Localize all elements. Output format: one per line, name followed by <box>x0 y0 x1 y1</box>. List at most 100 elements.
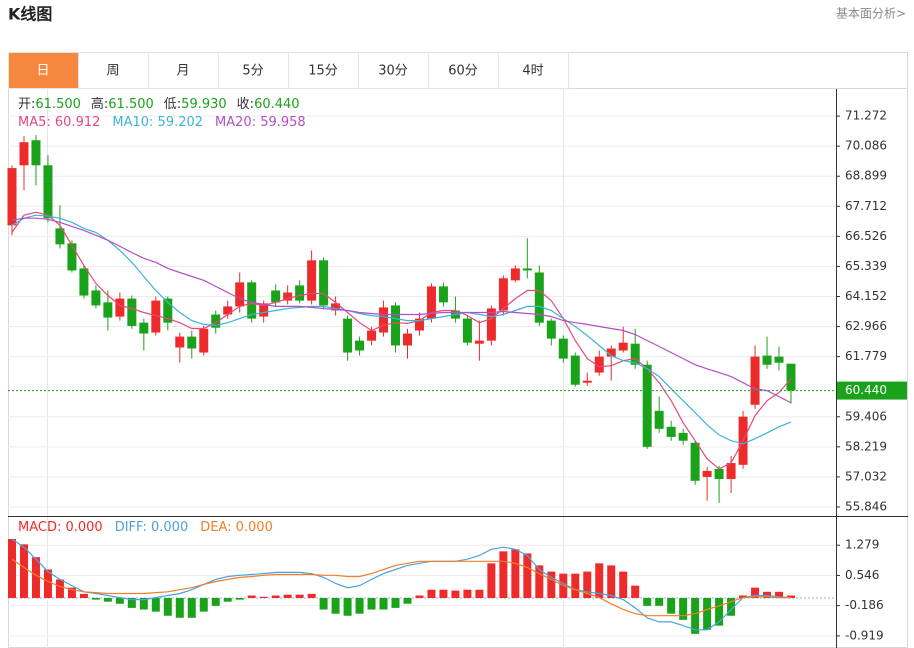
candle-body <box>522 268 532 271</box>
y-tick-label: -0.919 <box>845 628 884 642</box>
tab[interactable] <box>498 52 569 89</box>
macd-bar <box>775 591 784 598</box>
candle-body <box>199 328 209 353</box>
candle-body <box>259 303 269 317</box>
macd-bar <box>307 593 316 598</box>
candle-body <box>67 243 77 271</box>
macd-bar <box>439 589 448 598</box>
macd-bar <box>271 595 280 598</box>
tab-label[interactable]: 60分 <box>448 64 478 79</box>
candle-body <box>91 290 101 306</box>
tab[interactable] <box>288 52 359 89</box>
tab[interactable] <box>8 52 79 89</box>
info-label: 高: <box>91 96 108 112</box>
tab[interactable] <box>358 52 429 89</box>
macd-bar <box>607 565 616 598</box>
macd-bar <box>247 595 256 598</box>
tab-label[interactable]: 30分 <box>378 64 408 79</box>
macd-bar <box>547 571 556 598</box>
info-label: 低: <box>164 97 181 112</box>
candle-body <box>462 318 472 343</box>
candle-body <box>355 340 365 351</box>
candle-body <box>283 292 293 301</box>
candle-body <box>582 380 592 383</box>
tab[interactable] <box>78 52 149 89</box>
macd-bar <box>211 597 220 606</box>
candle-body <box>642 364 652 447</box>
macd-line <box>11 558 791 617</box>
macd-bar <box>19 544 28 598</box>
tab-label[interactable]: 15分 <box>308 64 338 79</box>
macd-bar <box>8 538 16 598</box>
candle-body <box>31 140 41 166</box>
macd-bar <box>523 553 532 598</box>
ohlc-info: 开:61.500 高:61.500 低:59.930 收:60.440 <box>18 96 300 112</box>
y-tick-label: 70.086 <box>845 139 887 153</box>
candle-body <box>474 340 484 344</box>
legend-entry: MA5: 60.912 <box>18 115 100 130</box>
candle-body <box>43 165 53 219</box>
candle-body <box>558 338 568 359</box>
candle-body <box>247 282 257 319</box>
macd-bar <box>187 597 196 618</box>
macd-bar <box>79 593 88 598</box>
candle-body <box>79 268 89 296</box>
macd-bar <box>511 549 520 598</box>
legend-entry: DIFF: 0.000 <box>115 520 189 535</box>
tab-label[interactable]: 4时 <box>522 64 543 79</box>
candle-body <box>774 356 784 363</box>
legend-entry: DEA: 0.000 <box>200 520 273 535</box>
tab[interactable] <box>428 52 499 89</box>
candle-body <box>438 286 448 303</box>
macd-bar <box>619 571 628 598</box>
tab-label[interactable]: 月 <box>176 64 189 79</box>
macd-line <box>11 538 792 631</box>
ma-line <box>11 214 792 445</box>
candle-body <box>570 355 580 385</box>
candle-body <box>7 168 17 226</box>
macd-bar <box>691 597 700 634</box>
macd-bar <box>487 563 496 598</box>
candle-body <box>690 442 700 481</box>
candle-body <box>426 286 436 319</box>
ma-line <box>11 211 792 470</box>
candle-body <box>223 306 233 315</box>
candle-body <box>115 298 125 317</box>
tab[interactable] <box>148 52 219 89</box>
macd-bar <box>55 579 64 598</box>
info-value: 61.500 <box>108 97 154 112</box>
macd-bar <box>199 597 208 612</box>
candle-body <box>702 470 712 477</box>
y-tick-label: 58.219 <box>845 439 887 453</box>
candle-body <box>175 336 185 348</box>
candle-body <box>750 356 760 405</box>
info-value: 59.930 <box>181 97 227 112</box>
tab-label[interactable]: 5分 <box>242 64 263 79</box>
y-tick-label: 59.406 <box>845 409 887 423</box>
fundamental-link[interactable]: 基本面分析> <box>836 7 906 21</box>
candle-body <box>546 320 556 339</box>
info-label: 收: <box>237 97 254 112</box>
macd-bar <box>715 597 724 626</box>
macd-bar <box>355 597 364 614</box>
macd-bar <box>427 589 436 598</box>
tab-label[interactable]: 日 <box>36 64 49 79</box>
macd-bar <box>331 597 340 614</box>
candle-body <box>498 278 508 311</box>
macd-bar <box>643 597 652 606</box>
candle-body <box>367 330 377 341</box>
macd-bar <box>415 595 424 598</box>
y-tick-label: 0.546 <box>845 568 879 582</box>
tab-label[interactable]: 周 <box>106 64 119 79</box>
page-title: K线图 <box>8 5 52 24</box>
macd-bar <box>103 597 112 602</box>
macd-bar <box>223 597 232 602</box>
macd-bar <box>763 591 772 598</box>
candle-body <box>654 410 664 429</box>
legend-entry: MA10: 59.202 <box>112 115 203 130</box>
macd-bar <box>295 594 304 598</box>
macd-bar <box>631 585 640 598</box>
macd-bar <box>739 595 748 598</box>
legend: MA5: 60.912 MA10: 59.202 MA20: 59.958 <box>18 115 306 130</box>
